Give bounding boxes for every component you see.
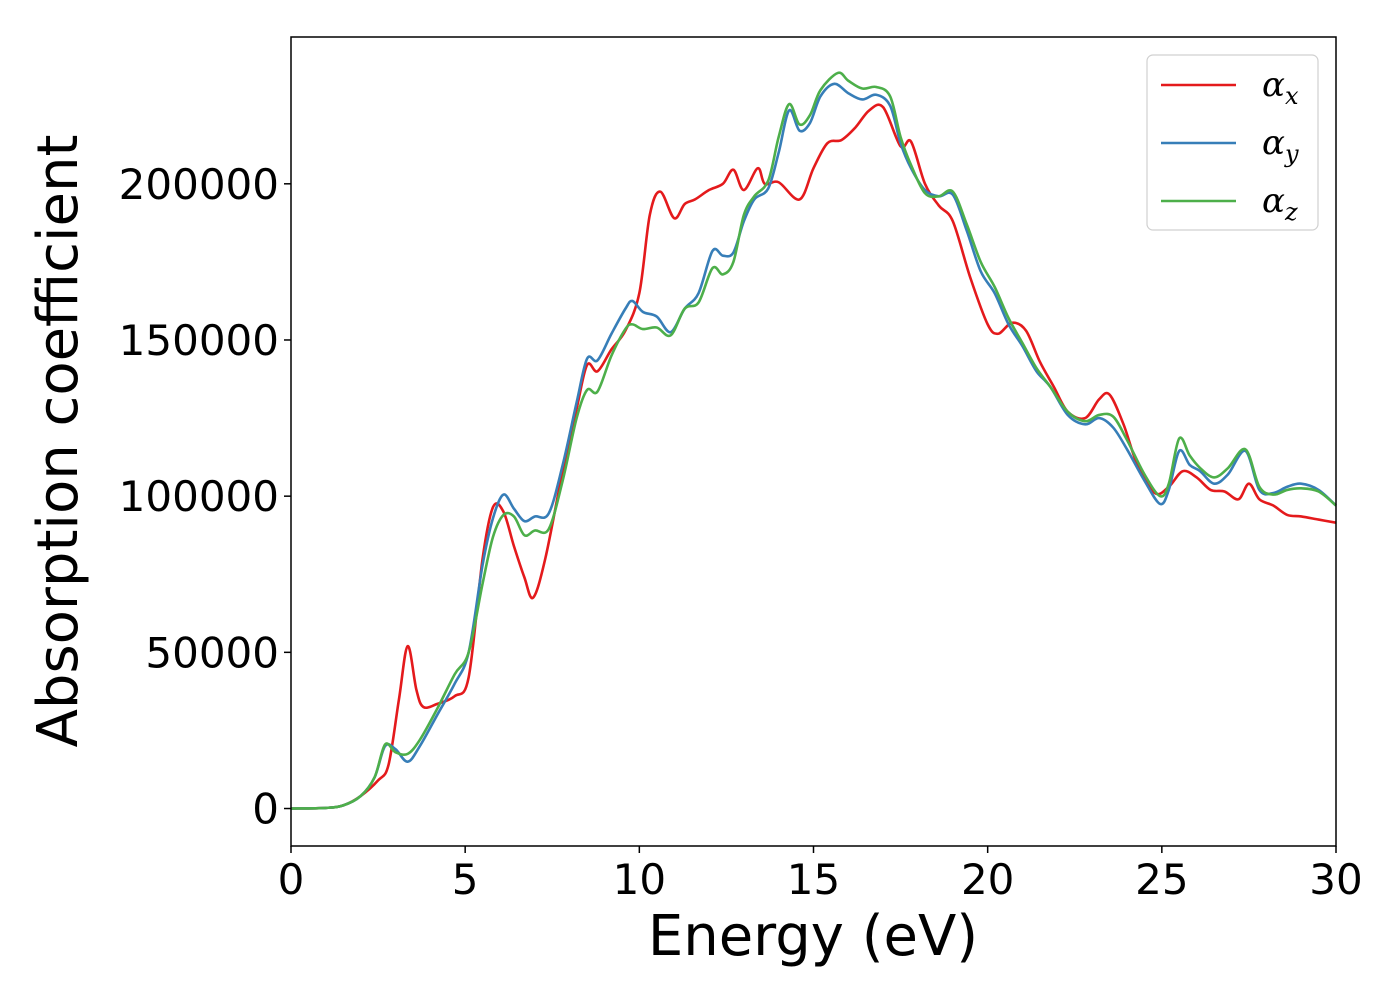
- y-axis-title: Absorption coefficient: [26, 135, 91, 748]
- legend-subscript-y: y: [1284, 140, 1299, 168]
- series-line-y: [290, 82, 1337, 810]
- legend-subscript-x: x: [1285, 82, 1299, 110]
- y-tick-label: 0: [252, 785, 279, 834]
- x-tick-label: 15: [787, 855, 840, 904]
- y-tick-label: 50000: [145, 628, 279, 677]
- y-tick-label: 200000: [119, 160, 279, 209]
- series-layer: [290, 71, 1337, 810]
- x-tick-label: 30: [1309, 855, 1362, 904]
- legend-label-x: αx: [1262, 65, 1299, 110]
- series-line-z: [290, 71, 1337, 810]
- x-tick-label: 25: [1135, 855, 1188, 904]
- x-tick-label: 0: [278, 855, 305, 904]
- y-tick-label: 100000: [119, 472, 279, 521]
- legend-label-y: αy: [1262, 123, 1299, 168]
- ticks-layer: 0 5 10 15 20 25 30 0 50000 100000 150000 200000: [119, 160, 1363, 904]
- x-axis-title: Energy (eV): [648, 904, 978, 969]
- y-tick-label: 150000: [119, 316, 279, 365]
- x-tick-label: 5: [452, 855, 479, 904]
- legend-subscript-z: z: [1284, 198, 1298, 226]
- x-tick-label: 10: [613, 855, 666, 904]
- x-tick-label: 20: [961, 855, 1014, 904]
